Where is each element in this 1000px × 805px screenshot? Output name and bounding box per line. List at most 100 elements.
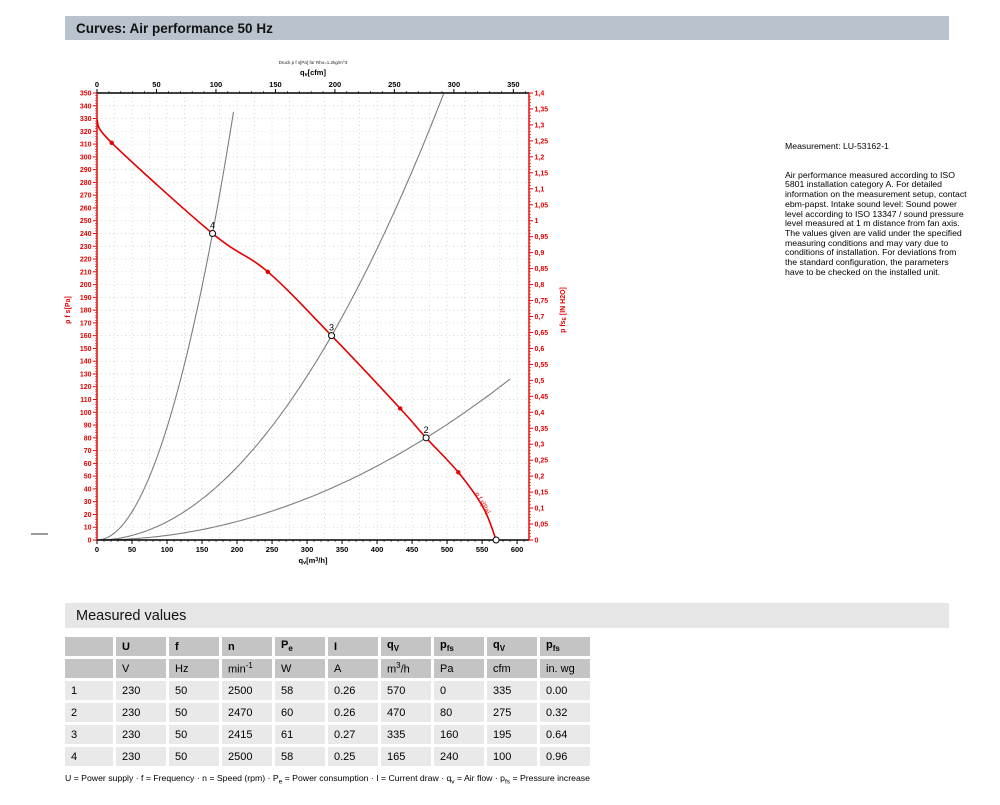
- operating-point-number: 4: [210, 220, 215, 230]
- system-curve: [97, 378, 511, 541]
- tick-label-bottom: 400: [371, 545, 384, 554]
- axis-title-right: p fsE [IN H2O]: [560, 287, 568, 333]
- tick-label-right: 0,4: [535, 410, 545, 417]
- table-cell: 0.25: [328, 747, 378, 766]
- table-cell: Pe: [275, 637, 325, 656]
- tick-label-left: 90: [84, 423, 92, 430]
- measurement-id: Measurement: LU-53162-1: [785, 141, 889, 151]
- table-cell: [65, 637, 113, 656]
- table-cell: 50: [169, 703, 219, 722]
- tick-label-left: 190: [80, 295, 92, 302]
- table-row: 2 230 50 2470 60 0.26 470 80 275 0.32: [65, 703, 590, 722]
- table-cell: 2470: [222, 703, 272, 722]
- table-row: 4 230 50 2500 58 0.25 165 240 100 0.96: [65, 747, 590, 766]
- tick-label-left: 270: [80, 193, 92, 200]
- table-cell: U: [116, 637, 166, 656]
- tick-label-left: 80: [84, 435, 92, 442]
- tick-label-left: 220: [80, 257, 92, 264]
- curve-dot: [397, 406, 403, 411]
- tick-label-left: 310: [80, 142, 92, 149]
- table-cell: 470: [381, 703, 431, 722]
- tick-label-left: 30: [84, 499, 92, 506]
- table-cell: 60: [275, 703, 325, 722]
- tick-label-left: 300: [80, 154, 92, 161]
- tick-label-top: 150: [269, 80, 282, 89]
- axis-title-top: qv[cfm]: [300, 68, 326, 78]
- tick-label-right: 1,05: [535, 202, 549, 209]
- tick-label-left: 40: [84, 486, 92, 493]
- tick-label-right: 0,7: [535, 314, 545, 321]
- fan-curve: [96, 119, 497, 541]
- tick-label-bottom: 200: [231, 545, 244, 554]
- tick-label-left: 260: [80, 205, 92, 212]
- table-cell: pfs: [540, 637, 590, 656]
- tick-label-right: 0,9: [535, 250, 545, 257]
- table-cell: 80: [434, 703, 484, 722]
- tick-label-right: 0,25: [535, 458, 549, 465]
- fan-curve-label: p f s[Pa]: [473, 491, 491, 515]
- table-cell: 570: [381, 681, 431, 700]
- table-cell: 0: [434, 681, 484, 700]
- tick-label-top: 200: [329, 80, 342, 89]
- operating-point-marker: [328, 332, 336, 340]
- curve-dot: [456, 470, 461, 475]
- table-legend: U = Power supply · f = Frequency · n = S…: [65, 773, 590, 786]
- tick-label-left: 160: [80, 333, 92, 340]
- table-cell: 0.64: [540, 725, 590, 744]
- tick-label-bottom: 350: [336, 545, 349, 554]
- table-cell: 230: [116, 681, 166, 700]
- system-curve: [96, 111, 235, 541]
- tick-label-bottom: 100: [161, 545, 174, 554]
- tick-label-left: 210: [80, 269, 92, 276]
- table-cell: W: [275, 659, 325, 678]
- tick-label-right: 0,3: [535, 442, 545, 449]
- table-cell: 2415: [222, 725, 272, 744]
- tick-label-left: 280: [80, 180, 92, 187]
- tick-label-right: 1,15: [535, 170, 549, 177]
- tick-label-left: 250: [80, 218, 92, 225]
- table-cell: m3/h: [381, 659, 431, 678]
- tick-label-bottom: 500: [441, 545, 454, 554]
- tick-label-right: 0,95: [535, 234, 549, 241]
- table-cell: [65, 659, 113, 678]
- table-cell: pfs: [434, 637, 484, 656]
- table-cell: 195: [487, 725, 537, 744]
- tick-label-bottom: 300: [301, 545, 314, 554]
- tick-label-bottom: 600: [511, 545, 524, 554]
- tick-label-right: 1,35: [535, 106, 549, 113]
- table-cell: 2500: [222, 681, 272, 700]
- tick-label-left: 170: [80, 320, 92, 327]
- table-cell: 165: [381, 747, 431, 766]
- table-cell: cfm: [487, 659, 537, 678]
- tick-label-left: 60: [84, 461, 92, 468]
- chart-caption: Druck p f s[Pa] für Rho=1.2kg/m^3: [279, 60, 348, 65]
- tick-label-left: 350: [80, 91, 92, 98]
- tick-label-left: 230: [80, 244, 92, 251]
- tick-label-right: 0,5: [535, 378, 545, 385]
- tick-label-top: 0: [95, 80, 99, 89]
- tick-label-top: 300: [448, 80, 461, 89]
- table-cell: 0.32: [540, 703, 590, 722]
- curve-dot: [109, 140, 114, 146]
- table-cell: qV: [487, 637, 537, 656]
- tick-label-right: 1,25: [535, 138, 549, 145]
- table-cell: in. wg: [540, 659, 590, 678]
- tick-label-right: 0,15: [535, 490, 549, 497]
- table-cell: 160: [434, 725, 484, 744]
- table-cell: 50: [169, 747, 219, 766]
- tick-label-left: 20: [84, 512, 92, 519]
- air-performance-chart: 0 10 20 30 40 50 60 70 80 90 100 110 120 130 140 150 160…: [60, 55, 600, 575]
- table-cell: 230: [116, 747, 166, 766]
- tick-label-left: 110: [80, 397, 91, 404]
- table-row: 3 230 50 2415 61 0.27 335 160 195 0.64: [65, 725, 590, 744]
- table-cell: 4: [65, 747, 113, 766]
- tick-label-right: 0,55: [535, 362, 549, 369]
- tick-label-bottom: 250: [266, 545, 279, 554]
- table-cell: f: [169, 637, 219, 656]
- tick-label-right: 1,1: [535, 186, 545, 193]
- tick-label-top: 100: [210, 80, 223, 89]
- operating-point-marker: [492, 536, 500, 544]
- tick-label-right: 1: [535, 218, 539, 225]
- axis-title-left: p f s[Pa]: [65, 296, 72, 324]
